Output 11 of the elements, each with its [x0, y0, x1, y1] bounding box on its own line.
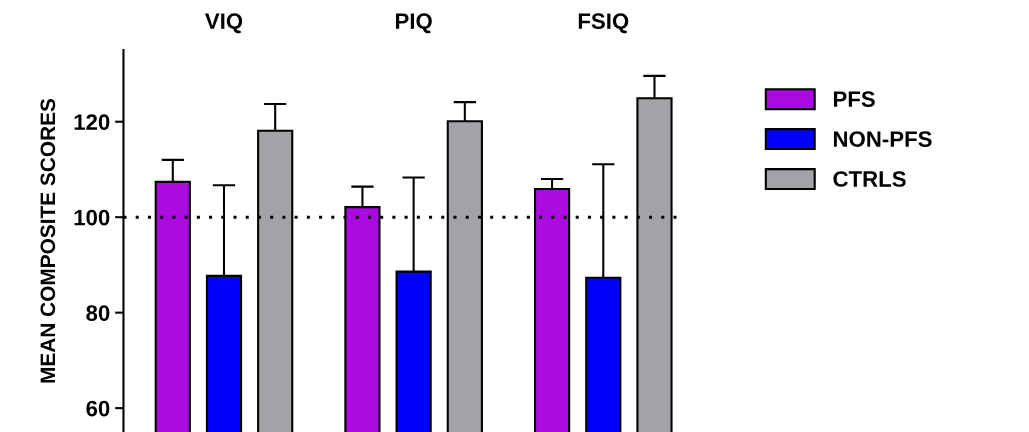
y-tick-label: 60: [86, 400, 110, 417]
legend-label: CTRLS: [833, 171, 906, 187]
y-tick-label: 80: [86, 305, 110, 321]
x-tick-label: FSIQ: [578, 13, 629, 34]
x-tick-label: PIQ: [395, 13, 432, 34]
y-tick-label: 120: [74, 114, 110, 130]
legend-label: PFS: [833, 91, 875, 107]
y-tick-label: 100: [74, 209, 110, 226]
y-axis-title: MEAN COMPOSITE SCORES: [40, 98, 56, 383]
x-tick-label: VIQ: [205, 13, 243, 34]
legend-label: NON-PFS: [833, 131, 932, 147]
